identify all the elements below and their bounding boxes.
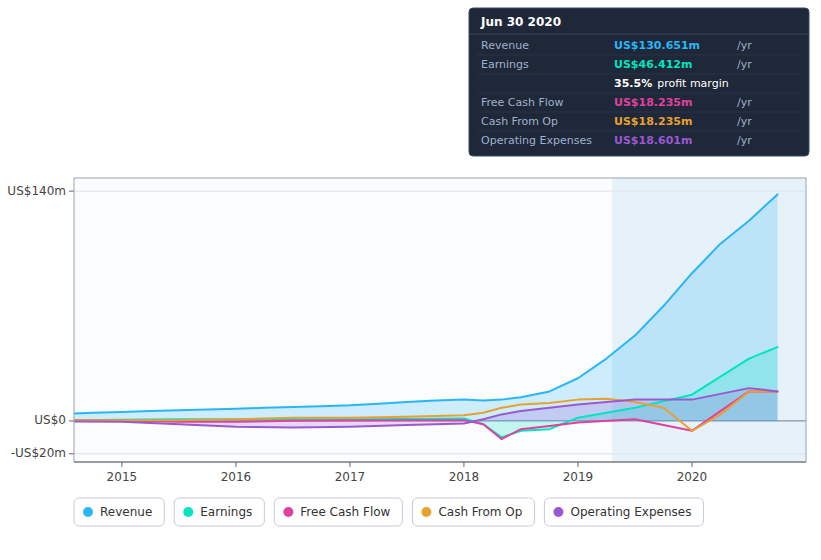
legend-box xyxy=(274,498,402,526)
legend-label: Earnings xyxy=(200,505,252,519)
x-tick xyxy=(577,462,578,467)
grid-line xyxy=(74,191,806,192)
annotation-separator xyxy=(477,93,801,94)
legend: Revenue Earnings Free Cash Flow Cash From O… xyxy=(74,498,703,526)
legend-marker xyxy=(283,507,293,517)
annotation-label: Revenue xyxy=(481,39,529,52)
legend-box xyxy=(174,498,264,526)
annotation-title: Jun 30 2020 xyxy=(480,15,561,29)
y-tick xyxy=(69,453,74,454)
annotation-suffix: profit margin xyxy=(657,77,729,90)
series-line xyxy=(74,347,777,437)
grid-line xyxy=(74,453,806,454)
plot-frame xyxy=(74,178,806,462)
chart: -US$20mUS$0US$140m2015201620172018201920… xyxy=(0,0,821,560)
y-axis: -US$20m US$0 US$140m xyxy=(7,184,74,461)
x-tick xyxy=(691,462,692,467)
legend-marker xyxy=(183,507,193,517)
x-tick-label: 2019 xyxy=(563,470,594,484)
annotation-label: Free Cash Flow xyxy=(481,96,564,109)
legend-box xyxy=(412,498,534,526)
legend-box xyxy=(544,498,703,526)
annotation-separator xyxy=(477,112,801,113)
annotation-suffix: /yr xyxy=(737,134,752,147)
x-tick-label: 2020 xyxy=(677,470,708,484)
x-tick-label: 2018 xyxy=(449,470,480,484)
plot-background xyxy=(74,178,806,462)
y-tick-label: -US$20m xyxy=(11,446,66,460)
legend-label: Operating Expenses xyxy=(570,505,691,519)
legend-marker xyxy=(421,507,431,517)
legend-item: Revenue xyxy=(74,498,164,526)
annotation-value: US$18.235m xyxy=(614,96,692,109)
legend-label: Revenue xyxy=(100,505,152,519)
annotation-separator xyxy=(477,55,801,56)
x-tick xyxy=(235,462,236,467)
annotation-separator xyxy=(477,74,801,75)
annotation-label: Earnings xyxy=(481,58,529,71)
series-line xyxy=(74,388,777,427)
x-tick-label: 2016 xyxy=(221,470,252,484)
annotation-suffix: /yr xyxy=(737,58,752,71)
legend-label: Free Cash Flow xyxy=(300,505,390,519)
annotation-value: US$46.412m xyxy=(614,58,692,71)
annotation-separator xyxy=(477,131,801,132)
legend-item: Operating Expenses xyxy=(544,498,703,526)
legend-marker xyxy=(83,507,93,517)
annotation-value: 35.5% xyxy=(614,77,652,90)
series-line xyxy=(74,391,777,439)
y-tick xyxy=(69,191,74,192)
annotation-suffix: /yr xyxy=(737,96,752,109)
x-tick xyxy=(463,462,464,467)
x-axis: 2015 2016 2017 2018 2019 2020 xyxy=(74,462,806,484)
y-tick xyxy=(69,420,74,421)
annotation-suffix: /yr xyxy=(737,115,752,128)
annotation-value: US$18.235m xyxy=(614,115,692,128)
legend-label: Cash From Op xyxy=(438,505,522,519)
legend-item: Cash From Op xyxy=(412,498,534,526)
legend-marker xyxy=(553,507,563,517)
series-area xyxy=(74,194,777,421)
x-tick xyxy=(121,462,122,467)
series-area xyxy=(74,347,777,437)
annotation-suffix: /yr xyxy=(737,39,752,52)
x-tick xyxy=(349,462,350,467)
series-line xyxy=(74,194,777,413)
annotation-value: US$18.601m xyxy=(614,134,692,147)
annotation-label: Operating Expenses xyxy=(481,134,592,147)
annotation-label: Cash From Op xyxy=(481,115,558,128)
x-tick-label: 2015 xyxy=(107,470,138,484)
legend-box xyxy=(74,498,164,526)
x-tick-label: 2017 xyxy=(335,470,366,484)
y-tick-label: US$0 xyxy=(34,413,66,427)
annotation-box xyxy=(469,8,809,156)
annotation-divider xyxy=(470,34,808,35)
plot-area xyxy=(74,178,806,462)
x-axis-line xyxy=(74,462,806,463)
legend-item: Free Cash Flow xyxy=(274,498,402,526)
annotation: Jun 30 2020 Revenue US$130.651m/yr Earnings… xyxy=(469,8,809,156)
annotation-value: US$130.651m xyxy=(614,39,700,52)
y-tick-label: US$140m xyxy=(7,184,66,198)
legend-item: Earnings xyxy=(174,498,264,526)
